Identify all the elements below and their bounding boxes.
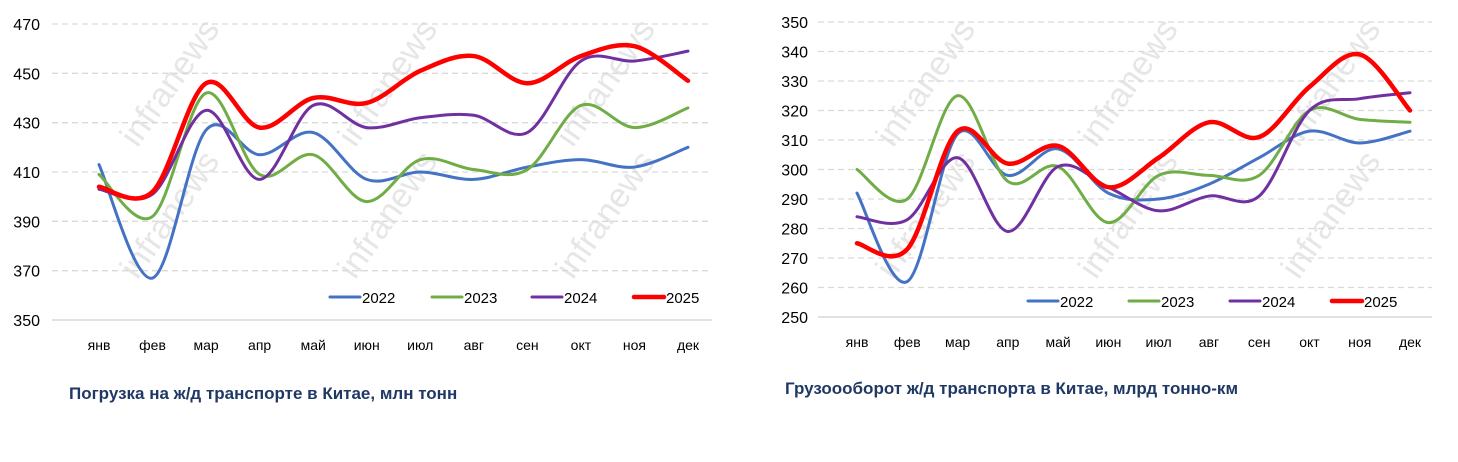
y-tick-label: 350 xyxy=(781,15,808,32)
watermark: infranews xyxy=(1071,12,1186,153)
y-tick-label: 370 xyxy=(13,264,40,281)
y-tick-label: 410 xyxy=(13,165,40,182)
turnover-chart-title: Грузоооборот ж/д транспорта в Китае, млр… xyxy=(785,379,1239,398)
watermark: infranews xyxy=(1274,144,1389,285)
x-tick-label: окт xyxy=(1299,334,1320,350)
y-tick-label: 250 xyxy=(781,310,808,327)
y-tick-label: 330 xyxy=(781,74,808,91)
x-tick-label: авг xyxy=(1199,334,1219,350)
x-tick-label: мар xyxy=(945,334,970,350)
series-line-2024 xyxy=(97,49,690,201)
x-tick-label: апр xyxy=(996,334,1019,350)
legend-label-2022: 2022 xyxy=(362,290,395,307)
y-tick-label: 350 xyxy=(13,313,40,330)
watermark: infranews xyxy=(548,12,663,153)
x-tick-label: май xyxy=(301,337,326,353)
y-tick-label: 430 xyxy=(13,116,40,133)
x-tick-label: ноя xyxy=(623,337,646,353)
x-tick-label: апр xyxy=(248,337,271,353)
legend-label-2022: 2022 xyxy=(1060,294,1093,311)
series-line-2022 xyxy=(97,123,690,280)
legend-label-2025: 2025 xyxy=(666,290,699,307)
legend-label-2023: 2023 xyxy=(464,290,497,307)
x-tick-label: фев xyxy=(894,334,921,350)
legend-label-2023: 2023 xyxy=(1161,294,1194,311)
x-tick-label: мар xyxy=(193,337,218,353)
series-line-2025 xyxy=(854,51,1413,259)
legend-label-2024: 2024 xyxy=(1262,294,1295,311)
y-tick-label: 340 xyxy=(781,45,808,62)
x-tick-label: сен xyxy=(516,337,539,353)
x-tick-label: июл xyxy=(407,337,433,353)
x-tick-label: дек xyxy=(677,337,700,353)
x-tick-label: янв xyxy=(846,334,869,350)
loading-chart-title: Погрузка на ж/д транспорте в Китае, млн … xyxy=(69,384,458,403)
series-line-2022 xyxy=(855,129,1412,284)
y-tick-label: 290 xyxy=(781,192,808,209)
x-tick-label: июн xyxy=(354,337,380,353)
legend-label-2025: 2025 xyxy=(1364,294,1397,311)
y-tick-label: 390 xyxy=(13,214,40,231)
x-tick-label: июн xyxy=(1095,334,1121,350)
series-line-2024 xyxy=(855,91,1412,233)
series-line-2025 xyxy=(96,42,691,201)
x-tick-label: май xyxy=(1045,334,1070,350)
x-tick-label: дек xyxy=(1399,334,1422,350)
x-tick-label: ноя xyxy=(1348,334,1371,350)
watermark: infranews xyxy=(1071,144,1186,285)
y-tick-label: 300 xyxy=(781,163,808,180)
watermark: infranews xyxy=(330,12,445,153)
x-tick-label: сен xyxy=(1248,334,1271,350)
x-tick-label: янв xyxy=(88,337,111,353)
y-tick-label: 280 xyxy=(781,222,808,239)
y-tick-label: 320 xyxy=(781,104,808,121)
x-tick-label: июл xyxy=(1146,334,1172,350)
legend-label-2024: 2024 xyxy=(564,290,597,307)
y-tick-label: 270 xyxy=(781,251,808,268)
y-tick-label: 470 xyxy=(13,17,40,34)
y-tick-label: 310 xyxy=(781,133,808,150)
x-tick-label: окт xyxy=(571,337,592,353)
y-tick-label: 450 xyxy=(13,66,40,83)
x-tick-label: фев xyxy=(139,337,166,353)
x-tick-label: авг xyxy=(464,337,484,353)
y-tick-label: 260 xyxy=(781,281,808,298)
